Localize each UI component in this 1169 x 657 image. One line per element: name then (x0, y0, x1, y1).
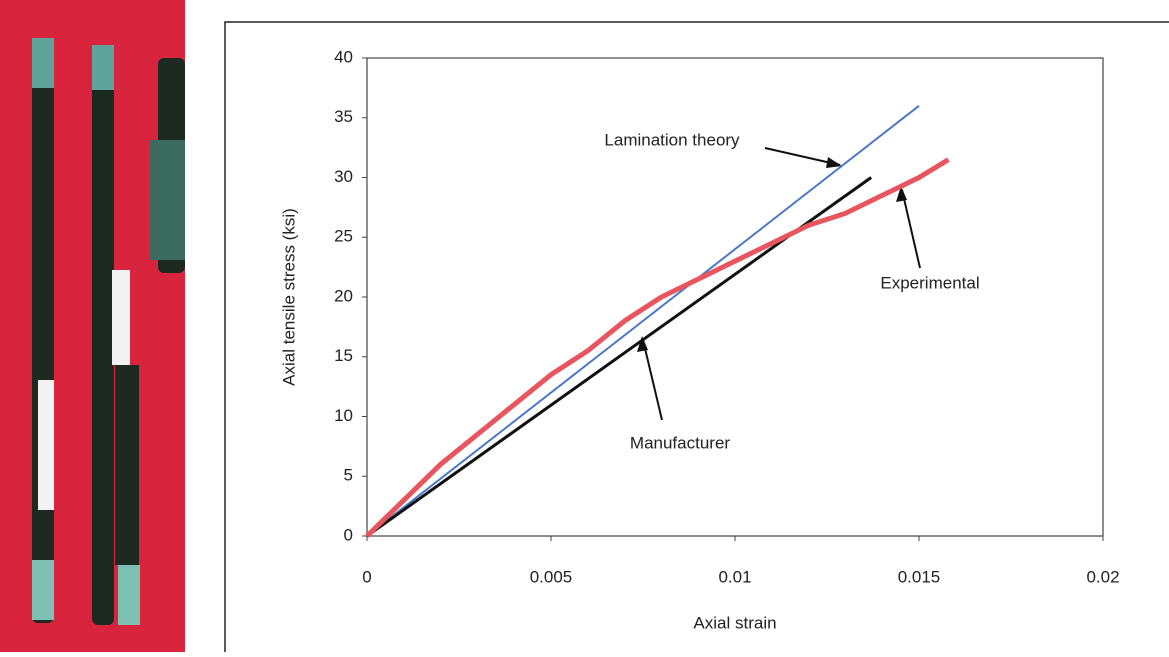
series-line (365, 157, 950, 538)
series-line (366, 105, 920, 537)
specimen-photo (0, 0, 185, 652)
arrow-head (896, 186, 907, 202)
arrow-head (637, 336, 648, 352)
y-tick-label: 15 (334, 346, 353, 365)
y-tick-label: 5 (344, 466, 353, 485)
y-tick-label: 40 (334, 47, 353, 66)
x-axis-title: Axial strain (693, 613, 776, 632)
x-tick-label: 0.015 (898, 567, 941, 586)
series-label: Manufacturer (630, 433, 730, 452)
y-tick-label: 30 (334, 167, 353, 186)
x-tick-label: 0 (362, 567, 371, 586)
y-tick-label: 10 (334, 406, 353, 425)
x-tick-label: 0.02 (1086, 567, 1119, 586)
arrow-head (826, 157, 842, 168)
x-tick-label: 0.01 (718, 567, 751, 586)
annotation-arrow (642, 339, 663, 421)
y-tick-label: 0 (344, 525, 353, 544)
y-tick-label: 20 (334, 286, 353, 305)
chart-frame (224, 21, 1169, 657)
y-tick-label: 25 (334, 227, 353, 246)
x-tick-label: 0.005 (530, 567, 573, 586)
y-axis-title: Axial tensile stress (ksi) (279, 208, 298, 386)
series-label: Experimental (880, 273, 979, 292)
series-label: Lamination theory (604, 130, 740, 149)
annotation-arrow (901, 189, 921, 269)
y-tick-label: 35 (334, 107, 353, 126)
